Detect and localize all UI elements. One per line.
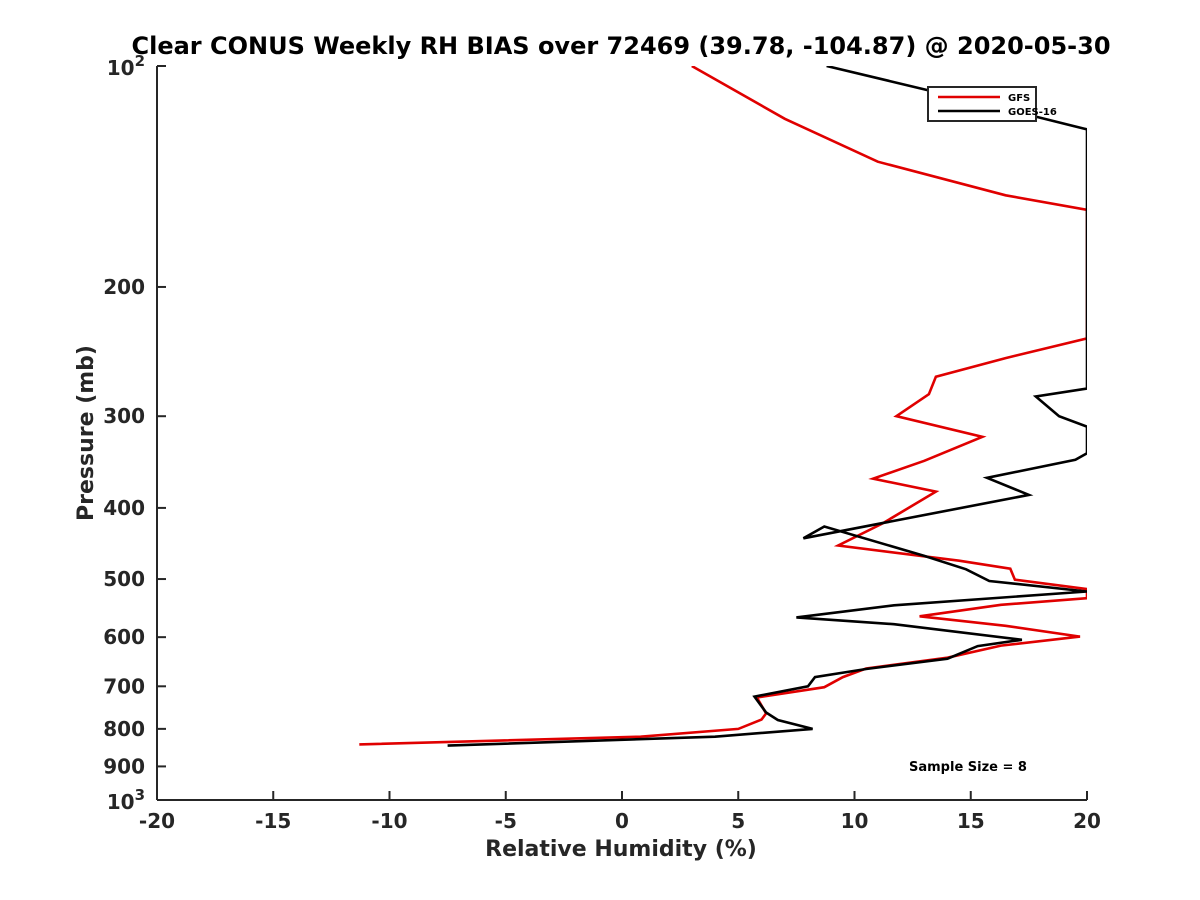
sample-size-annotation: Sample Size = 8 (909, 760, 1027, 775)
x-axis-label: Relative Humidity (%) (485, 837, 757, 862)
legend-box (927, 86, 1037, 122)
legend-label: GOES-16 (1008, 107, 1057, 118)
legend-label: GFS (1008, 93, 1030, 104)
y-tick-label: 900 (103, 754, 145, 778)
x-tick-label: 5 (731, 809, 745, 833)
axes: -20 -15 -10 -5 0 5 10 15 20 102 200 300 400 500 600 700… (103, 52, 1101, 833)
y-tick-label: 800 (103, 717, 145, 741)
y-tick-label: 600 (103, 625, 145, 649)
x-tick-label: 20 (1073, 809, 1101, 833)
series-line-goes-16 (447, 66, 1087, 747)
y-tick-label: 400 (103, 496, 145, 520)
x-tick-label: 15 (957, 809, 985, 833)
y-tick-label: 300 (103, 404, 145, 428)
x-tick-label: 10 (841, 809, 869, 833)
y-tick-label: 103 (107, 786, 145, 814)
x-tick-label: 0 (615, 809, 629, 833)
x-tick-label: -10 (371, 809, 407, 833)
y-tick-label: 700 (103, 674, 145, 698)
y-tick-label: 200 (103, 275, 145, 299)
chart-title: Clear CONUS Weekly RH BIAS over 72469 (3… (131, 32, 1110, 60)
y-tick-label: 500 (103, 567, 145, 591)
x-tick-label: -20 (139, 809, 175, 833)
series-line-gfs (359, 66, 1087, 746)
y-tick-label: 102 (107, 52, 145, 80)
plot-area (359, 66, 1087, 747)
x-tick-label: -15 (255, 809, 291, 833)
legend: GFS GOES-16 (927, 86, 1057, 122)
y-axis-label: Pressure (mb) (74, 345, 99, 521)
x-tick-label: -5 (495, 809, 517, 833)
